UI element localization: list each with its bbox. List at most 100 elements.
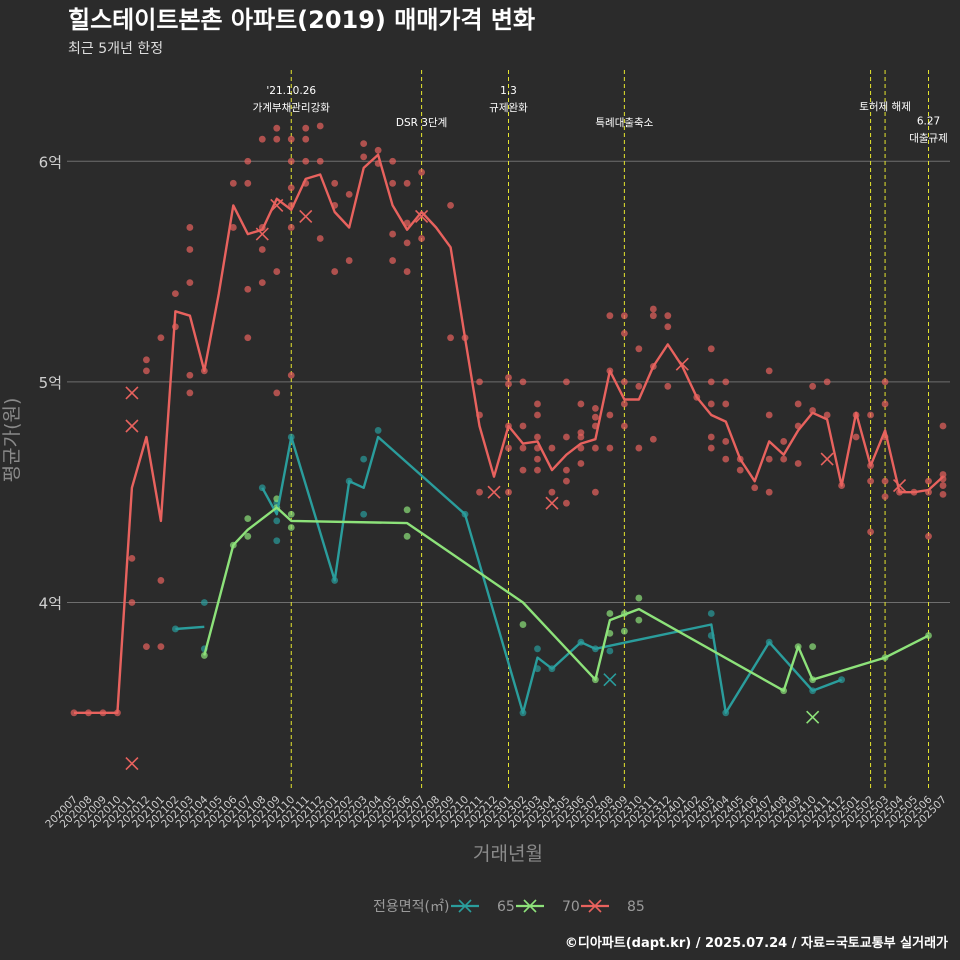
data-point-85 [447,201,454,209]
annotation-label: 가계부채관리강화 [253,102,331,114]
data-point-85 [316,122,324,130]
data-point-85 [925,532,932,540]
data-point-85 [534,466,541,474]
source-caption: ©디아파트(dapt.kr) / 2025.07.24 / 자료=국토교통부 실… [565,935,948,951]
data-point-85 [505,444,512,452]
data-point-85 [649,305,657,313]
data-point-85 [635,444,643,452]
data-point-85 [707,433,715,441]
cancelled-point [675,357,689,371]
data-point-85 [592,444,599,452]
data-point-85 [258,135,266,143]
data-point-85 [186,371,194,379]
data-point-85 [794,460,802,467]
data-point-85 [765,488,773,496]
data-point-70 [287,510,295,518]
data-point-85 [128,554,136,562]
data-point-85 [664,382,672,390]
data-point-85 [345,190,353,198]
cancelled-point [487,485,501,499]
data-point-85 [867,477,874,485]
data-point-85 [606,312,614,320]
annotation-label: 특례대출축소 [595,117,653,129]
data-point-85 [316,157,324,165]
series-lines [74,153,944,714]
data-point-85 [809,407,817,414]
annotation-label: 규제완화 [489,101,528,114]
data-point-85 [331,179,339,187]
data-point-85 [881,400,889,408]
data-point-85 [620,378,628,386]
data-point-85 [244,334,252,342]
data-point-85 [128,599,136,606]
data-point-85 [736,466,744,474]
data-point-85 [186,279,194,287]
x-axis-title: 거래년월 [473,843,543,865]
data-point-85 [447,334,454,342]
data-point-85 [563,378,570,386]
cancelled-point [125,756,139,771]
data-point-85 [620,312,628,320]
data-point-85 [534,400,541,408]
data-point-85 [519,378,527,386]
data-point-85 [722,438,730,445]
data-point-70 [244,515,252,523]
data-point-85 [258,279,266,287]
data-point-85 [273,268,281,275]
legend: 전용면적(㎡) 65 70 85 [373,899,645,915]
data-point-85 [534,411,541,419]
data-point-85 [606,444,614,452]
data-point-85 [649,435,657,443]
data-point-85 [707,378,715,386]
data-point-85 [765,455,773,463]
data-point-65 [273,537,281,545]
data-point-85 [476,488,483,496]
data-point-85 [273,389,281,397]
data-point-85 [707,345,715,353]
data-point-85 [563,499,570,507]
legend-item-85: 85 [581,899,645,915]
data-point-85 [881,378,889,386]
cancelled-point [255,227,269,241]
data-point-85 [563,477,570,485]
data-point-85 [287,157,295,165]
data-point-85 [823,378,831,386]
data-point-85 [345,257,353,264]
data-point-70 [244,532,252,540]
data-point-85 [505,488,512,496]
data-point-70 [519,621,527,628]
data-point-85 [592,404,599,412]
cancelled-markers [125,198,907,771]
legend-label: 65 [497,899,515,915]
data-point-85 [867,411,874,419]
data-point-85 [939,482,947,489]
data-point-85 [389,157,397,165]
data-point-85 [664,323,672,331]
data-point-70 [606,610,614,617]
data-point-85 [722,378,730,386]
data-point-85 [925,477,932,485]
data-point-85 [505,380,512,388]
data-point-85 [229,179,237,187]
data-point-85 [722,400,730,408]
annotation-label: 1.3 [500,85,517,97]
cancelled-point [806,710,820,724]
data-point-85 [143,643,150,651]
data-point-70 [809,643,817,651]
data-point-85 [403,179,411,187]
data-point-85 [519,444,527,452]
data-point-85 [519,466,527,474]
data-point-85 [157,577,165,584]
data-point-85 [548,444,556,452]
data-point-70 [403,506,411,514]
data-point-70 [287,524,295,531]
annotation-label: 6.27 [917,115,940,127]
data-point-85 [302,157,310,165]
data-point-85 [244,285,252,293]
data-point-85 [186,224,194,231]
data-point-65 [273,517,281,525]
y-axis-ticks: 4억 5억 6억 [39,153,62,612]
chart-subtitle: 최근 5개년 한정 [68,41,163,57]
